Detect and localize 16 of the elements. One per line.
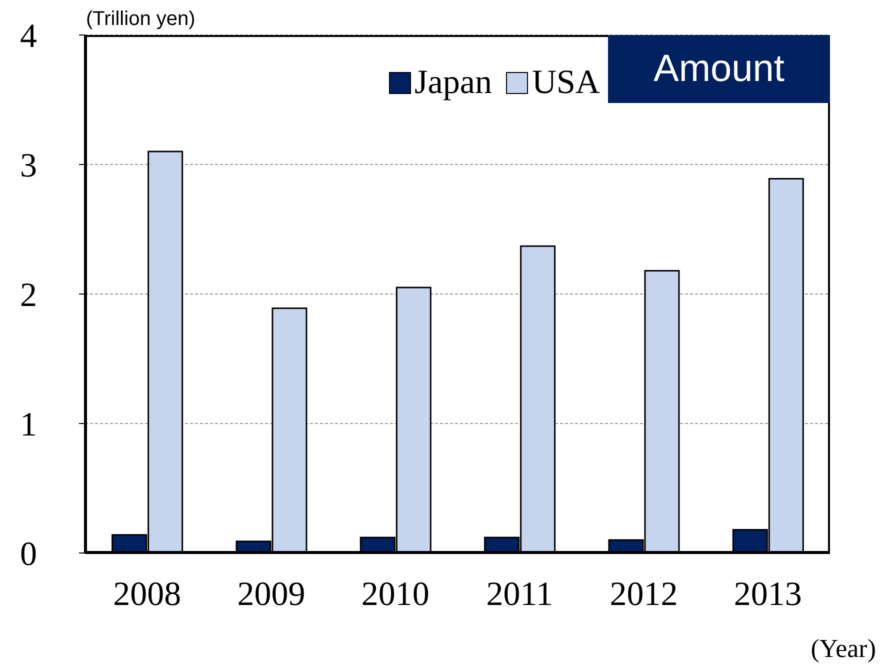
y-tick-label: 0 — [20, 536, 37, 574]
x-tick-label: 2012 — [610, 576, 678, 614]
y-axis-title: (Trillion yen) — [86, 8, 196, 31]
y-tick-label: 2 — [20, 277, 37, 314]
legend-label: Japan — [414, 64, 492, 102]
y-tick-label: 3 — [20, 148, 37, 185]
y-tick-label: 4 — [20, 18, 37, 56]
chart-title: Amount — [608, 35, 830, 103]
x-axis-title: (Year) — [810, 634, 876, 664]
x-tick-label: 2013 — [734, 576, 802, 614]
x-tick-label: 2011 — [486, 576, 553, 614]
x-tick-label: 2008 — [113, 576, 182, 614]
legend-label: USA — [532, 64, 600, 102]
x-tick-label: 2009 — [237, 576, 306, 614]
y-tick-label: 1 — [20, 406, 37, 444]
x-tick-label: 2010 — [361, 576, 430, 614]
